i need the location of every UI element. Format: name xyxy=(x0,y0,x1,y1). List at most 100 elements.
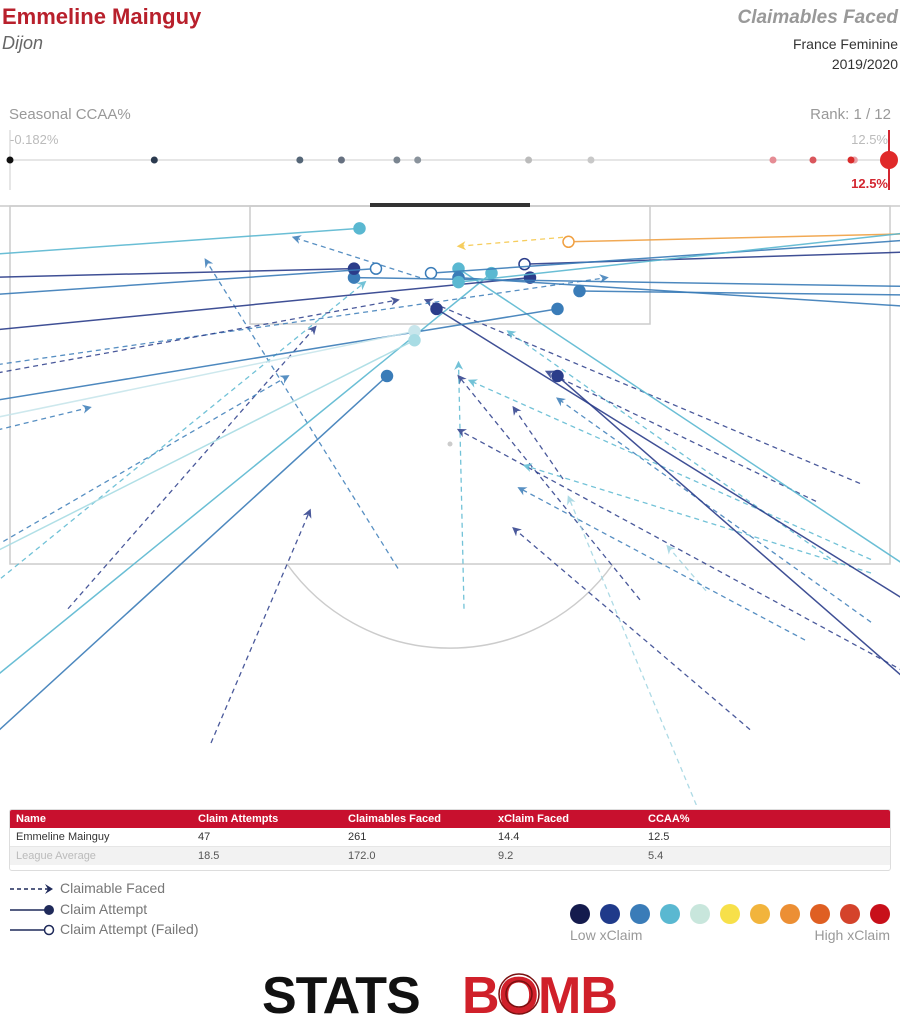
claim-attempt-line xyxy=(0,227,360,255)
xclaim-swatch xyxy=(600,904,620,924)
claimable-arrow xyxy=(457,374,641,601)
avg-cell-name: League Average xyxy=(10,846,192,865)
claim-attempt-line xyxy=(458,232,900,283)
legend-attempt-label: Claim Attempt xyxy=(60,901,148,917)
scale-league-dot xyxy=(847,156,855,164)
legend-attempt-dot-icon xyxy=(44,905,54,915)
claim-attempt-point xyxy=(551,302,564,316)
claim-attempt-line xyxy=(568,233,900,243)
col-header-claimables-faced: Claimables Faced xyxy=(342,810,492,828)
claim-attempt-point xyxy=(452,275,465,289)
stats-table-header-row: Name Claim Attempts Claimables Faced xCl… xyxy=(10,810,890,828)
claim-attempt-point xyxy=(430,302,443,316)
pitch-markings xyxy=(0,203,900,649)
cell-claim-attempts: 47 xyxy=(192,828,342,847)
scale-league-dot xyxy=(414,156,422,164)
claim-attempt-line xyxy=(353,276,900,288)
scale-league-dot xyxy=(393,156,401,164)
claimable-arrow xyxy=(467,379,872,561)
claim-attempt-point xyxy=(380,369,394,383)
season-label: 2019/2020 xyxy=(831,56,898,72)
cell-claimables-faced: 261 xyxy=(342,828,492,847)
col-header-claim-attempts: Claim Attempts xyxy=(192,810,342,828)
claim-attempt-point xyxy=(408,334,421,347)
claim-attempt-line xyxy=(0,267,355,278)
claim-attempt-point xyxy=(551,369,564,383)
claimable-arrow xyxy=(204,258,399,569)
claimable-arrow xyxy=(456,236,564,251)
avg-cell-ccaa: 5.4 xyxy=(642,846,890,865)
ccaa-scale-label: Seasonal CCAA% xyxy=(9,106,131,123)
legend-claimable xyxy=(10,884,53,894)
claim-attempt-line xyxy=(0,276,531,331)
logo-bomb: BOMB xyxy=(462,967,617,1025)
scale-league-dot xyxy=(337,156,345,164)
player-name: Emmeline Mainguy xyxy=(2,4,202,29)
rank-text: Rank: 1 / 12 xyxy=(810,106,891,123)
cell-ccaa: 12.5 xyxy=(642,828,890,847)
statsbomb-logo: STATS BOMB xyxy=(262,967,618,1025)
claimable-arrow xyxy=(210,508,312,744)
legend-failed-ring-icon xyxy=(43,924,55,936)
claimable-arrow xyxy=(0,274,609,365)
claimable-arrow xyxy=(506,330,839,565)
cell-name: Emmeline Mainguy xyxy=(10,828,192,847)
xclaim-swatch xyxy=(720,904,740,924)
avg-cell-claim-attempts: 18.5 xyxy=(192,846,342,865)
claimable-arrow xyxy=(456,428,900,670)
stats-table-container: Name Claim Attempts Claimables Faced xCl… xyxy=(9,809,891,871)
claimable-arrow xyxy=(0,280,367,580)
col-header-name: Name xyxy=(10,810,192,828)
stats-table: Name Claim Attempts Claimables Faced xCl… xyxy=(10,810,890,865)
legend-attempt-failed xyxy=(10,924,55,936)
scale-league-dot xyxy=(150,156,158,164)
claim-attempt-failed-point xyxy=(518,257,531,271)
claim-attempt-failed-point xyxy=(424,266,438,280)
claimable-arrow xyxy=(567,495,698,805)
xclaim-swatch xyxy=(870,904,890,924)
xclaim-color-scale xyxy=(570,904,890,924)
claim-attempt-failed-point xyxy=(369,262,383,275)
claim-attempt-line xyxy=(436,308,900,598)
claim-attempt-line xyxy=(430,239,900,274)
scale-league-dot xyxy=(296,156,304,164)
avg-cell-claimables-faced: 172.0 xyxy=(342,846,492,865)
claim-attempt-line xyxy=(0,272,492,674)
competition-name: France Feminine xyxy=(792,36,898,52)
claim-attempt-line xyxy=(0,375,388,731)
claim-attempt-line xyxy=(557,375,900,676)
penalty-spot xyxy=(447,441,453,447)
legend-high-xclaim: High xClaim xyxy=(814,927,890,943)
scale-min-label: -0.182% xyxy=(10,132,59,147)
xclaim-swatch xyxy=(570,904,590,924)
penalty-area xyxy=(9,205,891,565)
chart-title: Claimables Faced xyxy=(737,7,898,28)
legend-arrow-icon xyxy=(45,884,53,894)
xclaim-swatch xyxy=(630,904,650,924)
scale-league-dot xyxy=(809,156,817,164)
claimable-arrow xyxy=(556,397,872,623)
legend-low-xclaim: Low xClaim xyxy=(570,927,643,943)
claimable-arrow xyxy=(512,405,564,480)
claim-attempt-failed-point xyxy=(562,235,575,249)
xclaim-swatch xyxy=(840,904,860,924)
scale-league-dot xyxy=(525,156,533,164)
claim-attempt-point xyxy=(347,262,361,275)
claim-attempt-point xyxy=(353,222,366,235)
claimable-arrow xyxy=(0,404,92,431)
cell-xclaim-faced: 14.4 xyxy=(492,828,642,847)
claim-attempt-point xyxy=(573,284,586,298)
claim-attempt-line xyxy=(0,267,377,295)
scale-league-dot xyxy=(769,156,777,164)
claim-attempt-line xyxy=(458,268,900,563)
xclaim-swatch xyxy=(660,904,680,924)
legend-attempt-failed-label: Claim Attempt (Failed) xyxy=(60,921,199,937)
scale-league-dot xyxy=(587,156,595,164)
xclaim-swatch xyxy=(810,904,830,924)
scale-player-dot xyxy=(880,151,898,169)
scale-max-label: 12.5% xyxy=(851,132,888,147)
pitch-chart xyxy=(0,203,900,805)
logo-target-icon xyxy=(498,973,540,1015)
claimable-arrow xyxy=(291,235,421,279)
legend-attempt xyxy=(10,905,54,915)
